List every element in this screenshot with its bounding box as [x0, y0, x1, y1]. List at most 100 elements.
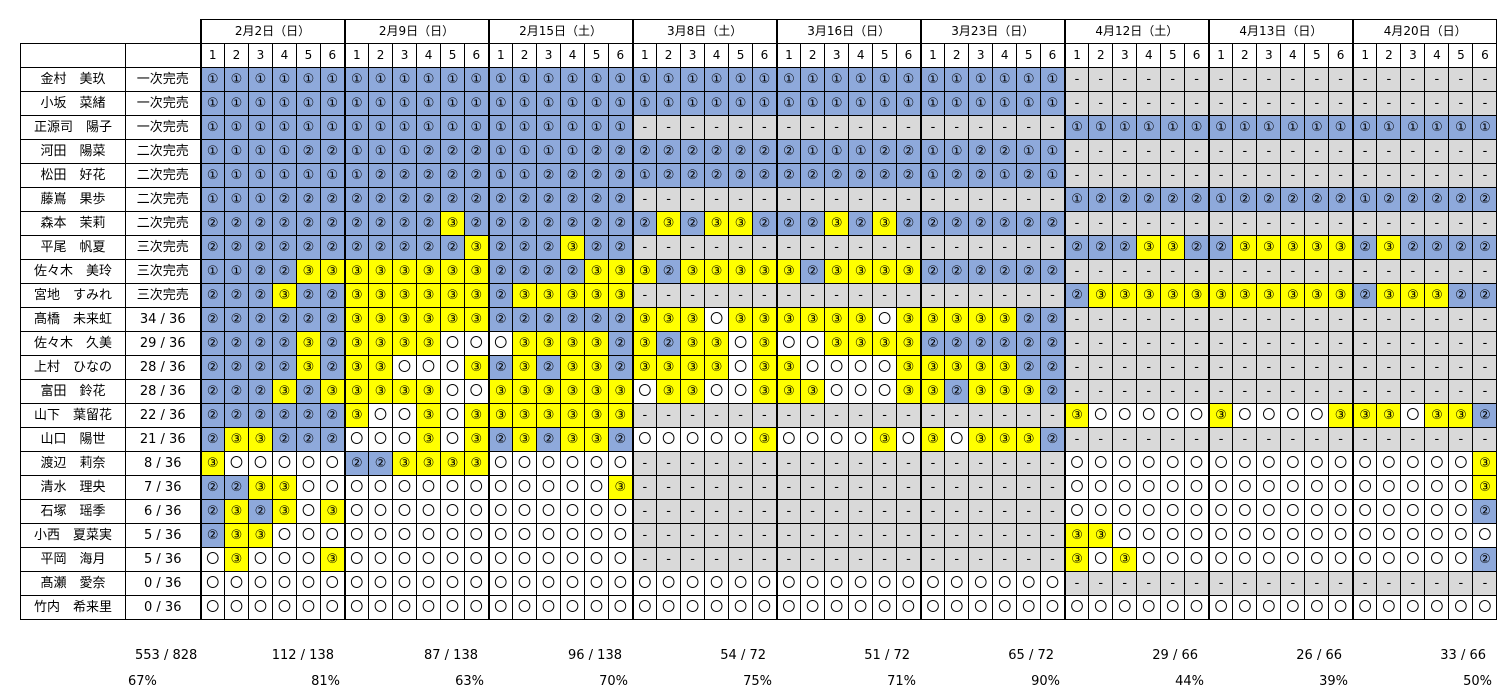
slot-cell: 〇 [824, 355, 850, 380]
slot-cell: ③ [440, 211, 466, 236]
slot-cell: 〇 [343, 427, 370, 452]
slot-cell: 〇 [392, 427, 418, 452]
slot-number-header: 5 [1160, 43, 1186, 68]
slot-cell: ① [224, 163, 249, 188]
slot-cell: ① [512, 115, 538, 140]
slot-cell: ② [464, 187, 490, 212]
event-total-ratio: 29 / 66 [1152, 648, 1198, 663]
slot-cell: ① [536, 115, 562, 140]
slot-cell: ③ [1328, 235, 1354, 260]
slot-cell: - [1160, 259, 1186, 284]
slot-cell: - [752, 235, 778, 260]
slot-number-header: 3 [392, 43, 418, 68]
slot-cell: 〇 [775, 571, 802, 596]
slot-cell: 〇 [704, 427, 730, 452]
slot-cell: ② [343, 235, 370, 260]
slot-cell: ① [199, 91, 225, 116]
slot-cell: ③ [584, 259, 610, 284]
slot-cell: - [1063, 139, 1090, 164]
slot-cell: - [728, 499, 754, 524]
slot-cell: - [1112, 67, 1138, 92]
slot-cell: ② [272, 355, 297, 380]
slot-cell: 〇 [1232, 451, 1258, 476]
slot-cell: ② [199, 427, 225, 452]
slot-cell: 〇 [584, 475, 610, 500]
slot-cell: ① [968, 91, 994, 116]
slot-cell: - [872, 283, 898, 308]
slot-cell: 〇 [536, 595, 562, 620]
slot-cell: ① [872, 67, 898, 92]
slot-cell: - [1184, 91, 1210, 116]
slot-cell: - [1304, 139, 1330, 164]
slot-cell: - [680, 499, 706, 524]
sales-status: 21 / 36 [125, 427, 201, 452]
slot-cell: - [944, 235, 970, 260]
slot-cell: ② [512, 235, 538, 260]
slot-cell: - [919, 115, 946, 140]
slot-cell: - [968, 547, 994, 572]
slot-cell: ① [1256, 115, 1282, 140]
slot-cell: ① [631, 163, 658, 188]
slot-number-header: 4 [704, 43, 730, 68]
event-total-pct: 81% [311, 674, 340, 689]
slot-cell: - [1376, 379, 1402, 404]
slot-cell: - [992, 499, 1018, 524]
slot-number-header: 6 [319, 43, 346, 68]
slot-cell: - [1063, 355, 1090, 380]
slot-cell: 〇 [512, 595, 538, 620]
slot-cell: - [800, 475, 826, 500]
slot-cell: ② [1448, 187, 1474, 212]
slot-cell: - [1304, 307, 1330, 332]
slot-cell: ③ [392, 331, 418, 356]
slot-cell: - [775, 475, 802, 500]
slot-cell: ② [1472, 403, 1498, 428]
slot-cell: - [968, 115, 994, 140]
slot-cell: - [1472, 355, 1498, 380]
slot-cell: ② [728, 139, 754, 164]
slot-cell: ③ [343, 259, 370, 284]
slot-cell: ① [368, 91, 394, 116]
slot-cell: - [1424, 355, 1450, 380]
slot-cell: - [704, 547, 730, 572]
slot-cell: - [1040, 283, 1066, 308]
slot-cell: ③ [968, 355, 994, 380]
slot-cell: ② [319, 403, 346, 428]
slot-cell: ① [872, 91, 898, 116]
slot-cell: 〇 [392, 475, 418, 500]
slot-cell: ① [1207, 115, 1234, 140]
slot-cell: ① [440, 67, 466, 92]
slot-cell: 〇 [1207, 547, 1234, 572]
slot-cell: ③ [775, 307, 802, 332]
slot-cell: - [1088, 355, 1114, 380]
slot-cell: - [1063, 379, 1090, 404]
slot-cell: ② [560, 211, 586, 236]
member-row: 山下 葉留花 22 / 36 ② ② ② ② ② ② ③ 〇〇 ③ 〇 ③ ③ ③ ③ ③ ③ ③ - - - - - - - - -… [20, 403, 1498, 428]
slot-cell: ① [584, 115, 610, 140]
slot-number-header: 4 [1136, 43, 1162, 68]
member-row: 平尾 帆夏 三次完売 ② ② ② ② ② ② ② ② ② ② ② ③ ② ② ② ③ ② ② - - - - - - - - - - - - -… [20, 235, 1498, 260]
slot-cell: ③ [296, 355, 321, 380]
slot-cell: 〇 [1424, 475, 1450, 500]
slot-cell: ① [487, 163, 514, 188]
slot-cell: - [1256, 163, 1282, 188]
slot-cell: - [919, 187, 946, 212]
slot-cell: ② [1232, 187, 1258, 212]
slot-cell: - [680, 451, 706, 476]
slot-cell: - [968, 499, 994, 524]
slot-cell: 〇 [1232, 523, 1258, 548]
event-total-pct: 44% [1175, 674, 1204, 689]
slot-cell: - [1376, 331, 1402, 356]
slot-cell: ① [560, 115, 586, 140]
slot-cell: ③ [608, 283, 634, 308]
slot-cell: - [1472, 91, 1498, 116]
slot-cell: - [1184, 67, 1210, 92]
slot-cell: - [752, 283, 778, 308]
slot-cell: - [1351, 571, 1378, 596]
slot-cell: - [872, 523, 898, 548]
slot-cell: ① [560, 91, 586, 116]
slot-cell: 〇 [440, 499, 466, 524]
slot-cell: ① [968, 67, 994, 92]
slot-cell: 〇 [680, 571, 706, 596]
slot-cell: 〇 [584, 451, 610, 476]
slot-cell: - [1016, 475, 1042, 500]
